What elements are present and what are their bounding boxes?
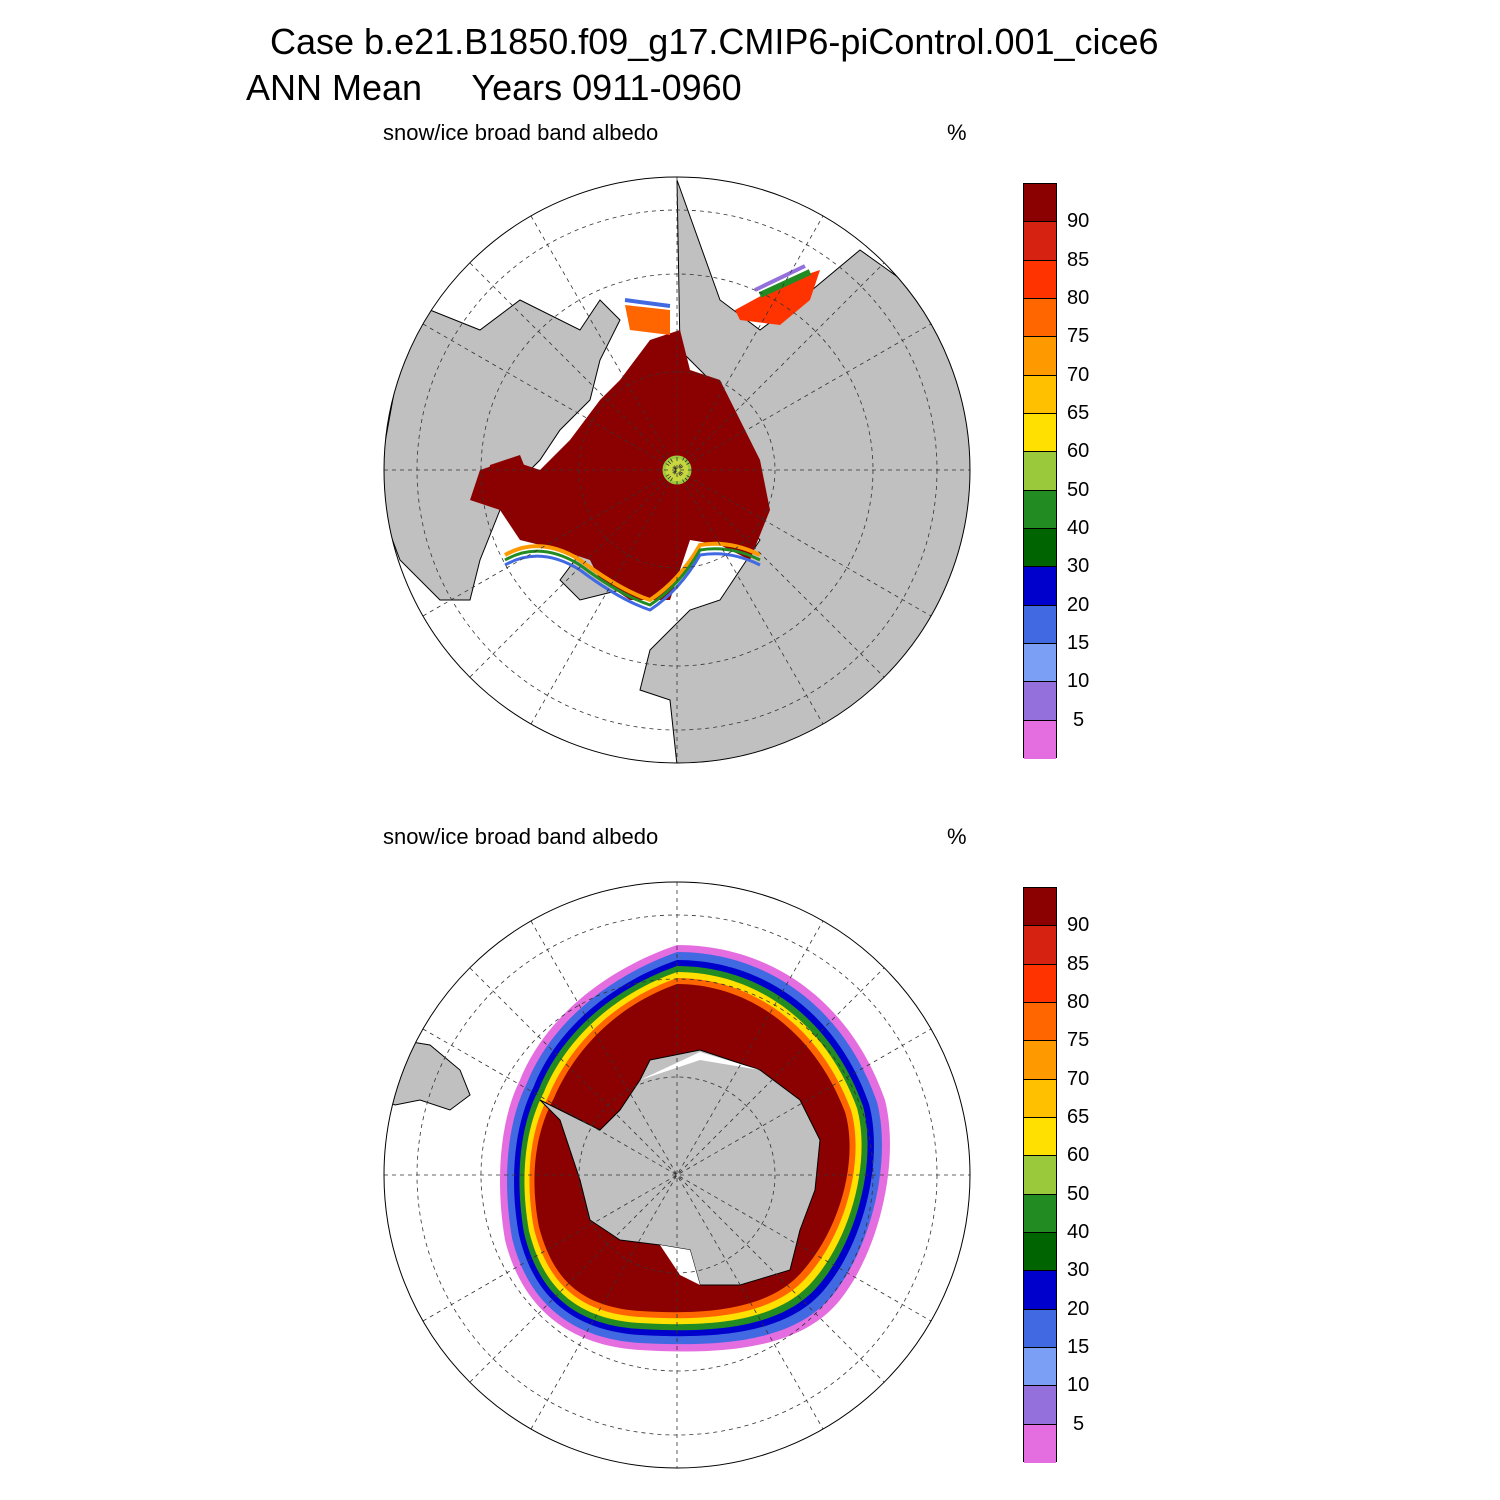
- north-polar-map: [384, 177, 970, 763]
- south-colorbar-tick-label: 15: [1067, 1336, 1090, 1358]
- south-colorbar-tick-label: 50: [1067, 1182, 1090, 1205]
- south-colorbar-tick-label: 40: [1067, 1221, 1090, 1243]
- south-colorbar-segment: [1024, 1271, 1056, 1310]
- north-colorbar-segment: [1024, 567, 1056, 606]
- north-colorbar-tick-label: 70: [1067, 363, 1090, 386]
- north-colorbar-tick-label: 80: [1067, 287, 1090, 309]
- hudson-bay-ice: [485, 455, 530, 500]
- north-colorbar-box: [1023, 183, 1057, 759]
- north-colorbar-tick-label: 20: [1067, 593, 1090, 616]
- north-colorbar-tick-label: 75: [1067, 325, 1090, 348]
- atlantic-ice-edge: [504, 541, 761, 603]
- north-colorbar-segment: [1024, 529, 1056, 568]
- south-colorbar-segment: [1024, 1348, 1056, 1387]
- south-colorbar-tick-label: 75: [1067, 1029, 1090, 1052]
- south-colorbar-tick-label: 5: [1073, 1412, 1085, 1435]
- arctic-sea-ice: [470, 330, 770, 600]
- south-colorbar-segment: [1024, 888, 1056, 927]
- north-colorbar-tick-label: 40: [1067, 517, 1090, 539]
- south-colorbar-tick-label: 80: [1067, 991, 1090, 1013]
- north-colorbar-segment: [1024, 184, 1056, 223]
- north-colorbar-tick-label: 15: [1067, 632, 1090, 654]
- north-colorbar-tick-label: 5: [1073, 708, 1085, 731]
- south-panel-label: snow/ice broad band albedo: [383, 824, 659, 849]
- south-colorbar-segment: [1024, 1118, 1056, 1157]
- south-colorbar-box: [1023, 887, 1057, 1463]
- south-colorbar-segment: [1024, 1194, 1056, 1233]
- south-panel-units: %: [947, 824, 967, 849]
- south-colorbar-segment: [1024, 1309, 1056, 1348]
- south-colorbar-tick-label: 60: [1067, 1144, 1090, 1167]
- north-colorbar-segment: [1024, 644, 1056, 683]
- figure-title-line-2: ANN Mean Years 0911-0960: [246, 67, 742, 108]
- south-colorbar: 90 85 80 75 70 65 60 50 40 30 20 15 10 5: [1023, 887, 1089, 1463]
- north-colorbar-segment: [1024, 222, 1056, 261]
- south-colorbar-segment: [1024, 1041, 1056, 1080]
- north-colorbar-segment: [1024, 490, 1056, 529]
- south-colorbar-segment: [1024, 1079, 1056, 1118]
- figure-title-line-1: Case b.e21.B1850.f09_g17.CMIP6-piControl…: [270, 21, 1159, 62]
- north-colorbar-tick-label: 10: [1067, 670, 1090, 693]
- north-colorbar-segment: [1024, 720, 1056, 759]
- south-colorbar-tick-label: 20: [1067, 1297, 1090, 1320]
- south-colorbar-segment: [1024, 1003, 1056, 1042]
- north-colorbar-tick-label: 85: [1067, 248, 1090, 271]
- south-colorbar-segment: [1024, 1424, 1056, 1463]
- south-colorbar-tick-label: 30: [1067, 1259, 1090, 1282]
- north-colorbar-tick-label: 60: [1067, 440, 1090, 463]
- north-colorbar-segment: [1024, 260, 1056, 299]
- north-colorbar-tick-label: 90: [1067, 210, 1090, 233]
- south-colorbar-segment: [1024, 1156, 1056, 1195]
- south-colorbar-segment: [1024, 1233, 1056, 1272]
- north-colorbar-segment: [1024, 299, 1056, 338]
- north-colorbar-segment: [1024, 337, 1056, 376]
- south-colorbar-segment: [1024, 964, 1056, 1003]
- north-colorbar-segment: [1024, 682, 1056, 721]
- north-panel-units: %: [947, 120, 967, 145]
- south-colorbar-segment: [1024, 1386, 1056, 1425]
- south-colorbar-tick-label: 65: [1067, 1106, 1090, 1128]
- south-polar-map: [384, 882, 970, 1468]
- south-colorbar-tick-label: 85: [1067, 952, 1090, 975]
- north-panel-label: snow/ice broad band albedo: [383, 120, 659, 145]
- north-colorbar-tick-label: 30: [1067, 555, 1090, 578]
- south-colorbar-tick-label: 70: [1067, 1067, 1090, 1090]
- south-colorbar-segment: [1024, 926, 1056, 965]
- north-america-land: [384, 299, 621, 601]
- north-colorbar: 90 85 80 75 70 65 60 50 40 30 20 15 10 5: [1023, 183, 1089, 759]
- bering-ice: [625, 305, 670, 335]
- north-colorbar-tick-label: 50: [1067, 478, 1090, 501]
- south-colorbar-tick-label: 10: [1067, 1374, 1090, 1397]
- north-colorbar-tick-label: 65: [1067, 402, 1090, 424]
- north-colorbar-segment: [1024, 414, 1056, 453]
- north-colorbar-segment: [1024, 375, 1056, 414]
- okhotsk-ice: [735, 270, 820, 325]
- north-colorbar-segment: [1024, 605, 1056, 644]
- north-colorbar-segment: [1024, 452, 1056, 491]
- south-colorbar-tick-label: 90: [1067, 914, 1090, 937]
